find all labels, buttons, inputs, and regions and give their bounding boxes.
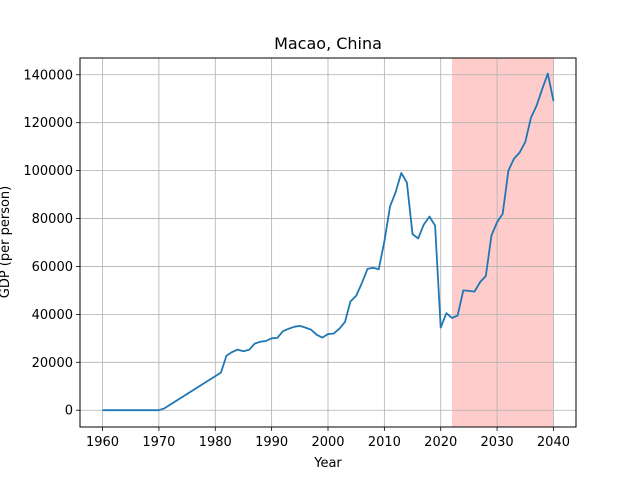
x-tick-label: 1960 — [86, 435, 119, 450]
x-axis-title: Year — [313, 456, 342, 471]
axis-ticks: 1960 1970 1980 1990 2000 2010 2020 2030 2040 0 200… — [23, 68, 570, 450]
gdp-series-line — [102, 72, 555, 412]
x-tick-label: 2030 — [481, 435, 514, 450]
y-tick-label: 20000 — [32, 356, 73, 371]
y-tick-label: 100000 — [23, 164, 73, 179]
highlight-region — [452, 58, 554, 427]
y-axis-title: GDP (per person) — [0, 186, 13, 299]
y-tick-label: 140000 — [23, 68, 73, 83]
chart-title: Macao, China — [274, 34, 382, 53]
x-tick-label: 2040 — [537, 435, 570, 450]
x-tick-label: 1970 — [142, 435, 175, 450]
y-tick-label: 80000 — [32, 212, 73, 227]
x-tick-label: 2000 — [311, 435, 344, 450]
x-tick-label: 1980 — [199, 435, 232, 450]
y-tick-label: 60000 — [32, 260, 73, 275]
x-tick-label: 2010 — [368, 435, 401, 450]
x-tick-label: 1990 — [255, 435, 288, 450]
y-tick-label: 120000 — [23, 116, 73, 131]
x-tick-label: 2020 — [424, 435, 457, 450]
y-tick-label: 0 — [65, 404, 73, 419]
y-tick-label: 40000 — [32, 308, 73, 323]
